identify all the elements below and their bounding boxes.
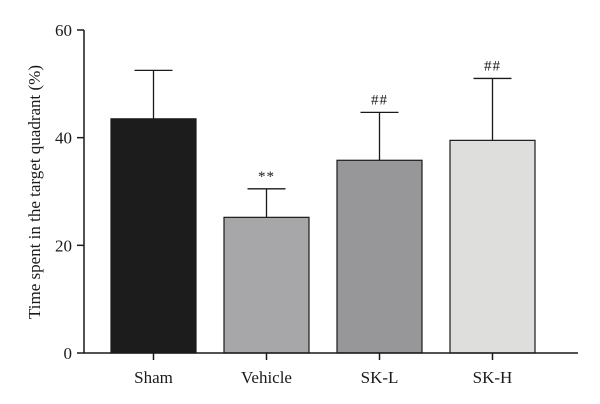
y-tick-label: 20 (55, 236, 72, 255)
y-tick-label: 40 (55, 129, 72, 148)
axes-layer (77, 29, 578, 360)
bar-sk-l (336, 159, 423, 354)
bar-sk-h (449, 139, 536, 354)
x-category-label: SK-H (473, 368, 513, 387)
x-category-label: Vehicle (241, 368, 292, 387)
bar-sham (110, 118, 197, 354)
x-category-labels-layer: Sham Vehicle SK-L SK-H (134, 368, 512, 387)
x-category-label: Sham (134, 368, 173, 387)
error-bars-layer (134, 69, 512, 218)
significance-label: ** (258, 169, 275, 185)
significance-annotations-layer: ** ## ## (258, 58, 501, 185)
bars-layer (110, 118, 536, 354)
x-category-label: SK-L (361, 368, 399, 387)
y-tick-labels-layer: 0 20 40 60 (55, 21, 72, 363)
significance-label: ## (484, 58, 501, 74)
y-tick-label: 60 (55, 21, 72, 40)
y-axis-title: Time spent in the target quadrant (%) (25, 65, 44, 319)
y-tick-label: 0 (64, 344, 73, 363)
bar-vehicle (223, 216, 310, 354)
significance-label: ## (371, 92, 388, 108)
